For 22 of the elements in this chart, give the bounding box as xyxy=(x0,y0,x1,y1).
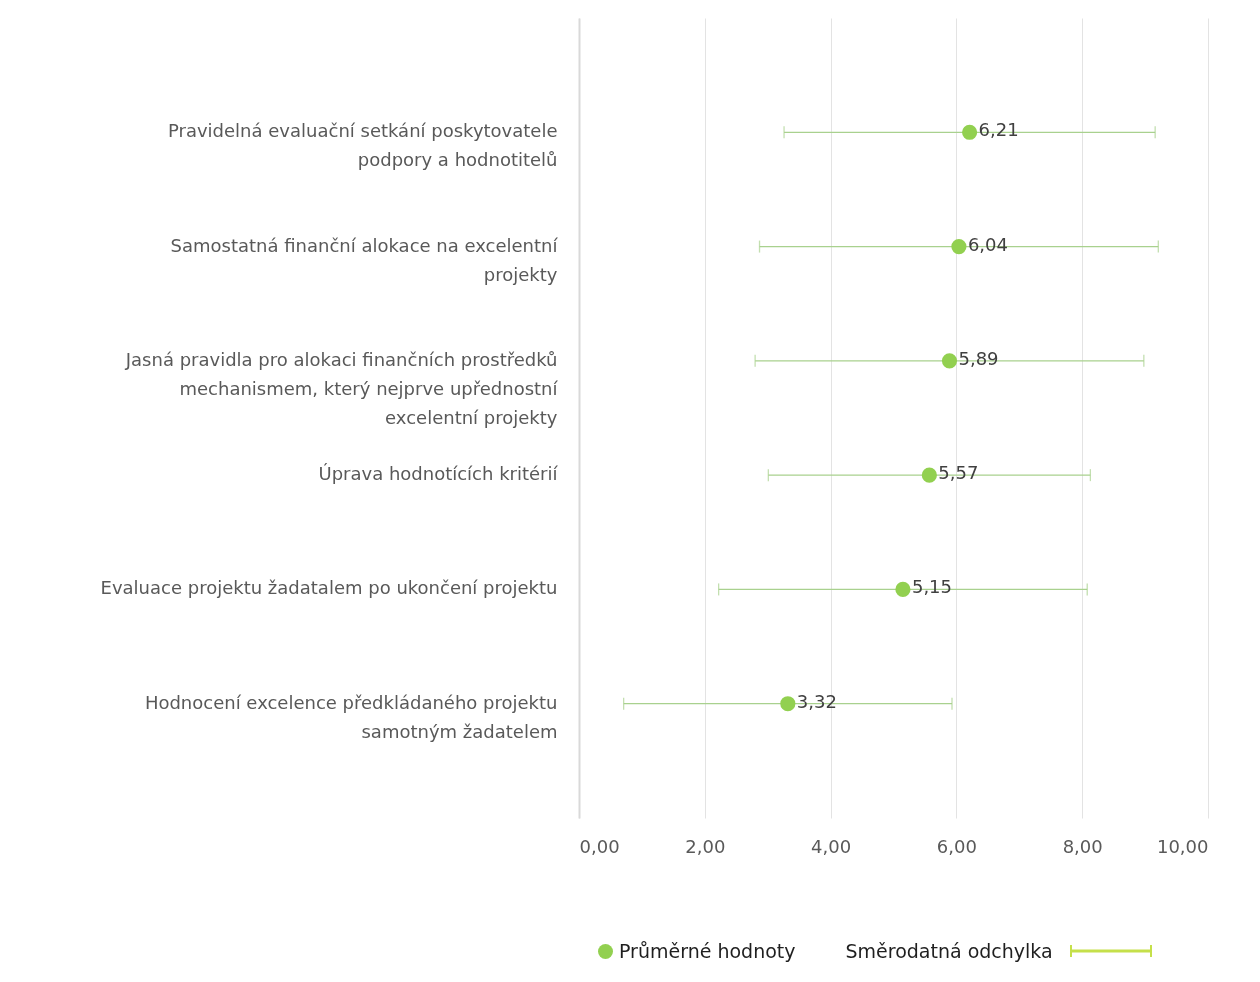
point xyxy=(921,467,937,483)
x-tick-label: 2,00 xyxy=(685,835,726,857)
legend-label: Průměrné hodnoty xyxy=(619,940,796,962)
point xyxy=(962,124,978,140)
y-tick-label: Jasná pravidla pro alokaci finančních prostředků mechanismem, který nejprve upřednostní excelentní projekty xyxy=(124,348,559,428)
x-tick-label: 6,00 xyxy=(936,835,977,857)
point xyxy=(780,696,796,712)
y-tick-label: Hodnocení excelence předkládaného projektu samotným žadatelem xyxy=(144,691,558,742)
x-tick-label: 0,00 xyxy=(579,835,620,857)
point xyxy=(895,581,911,597)
x-tick-label: 8,00 xyxy=(1062,835,1103,857)
y-tick-label: Samostatná finanční alokace na excelentní projekty xyxy=(170,234,559,285)
x-tick-label: 4,00 xyxy=(811,835,852,857)
y-tick-label: Úprava hodnotících kritérií xyxy=(318,463,559,485)
data-label: 5,57 xyxy=(938,462,979,484)
x-tick-label: 10,00 xyxy=(1156,835,1209,857)
y-tick-label: Pravidelná evaluační setkání poskytovatele podpory a hodnotitelů xyxy=(168,120,558,171)
text: Směrodatná odchylka xyxy=(845,940,1053,962)
point xyxy=(951,239,967,255)
point xyxy=(941,353,958,369)
y-tick-label: Evaluace projektu žadatalem po ukončení projektu xyxy=(100,577,558,599)
data-label: 5,89 xyxy=(958,347,999,369)
